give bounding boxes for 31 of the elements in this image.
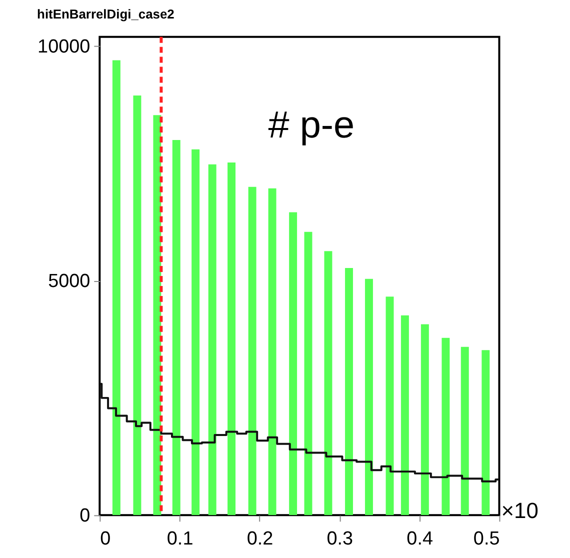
bar [364,278,373,516]
bar [460,346,469,516]
x-tick-label: 0.3 [326,528,354,550]
bar [133,95,142,516]
bar [228,162,236,516]
chart-title: hitEnBarrelDigi_case2 [37,6,174,22]
y-tick-label: 0 [80,506,90,527]
text: ×10 [501,498,538,524]
bar [289,212,298,516]
x-tick-label: 0.5 [473,528,500,550]
bar [208,164,216,516]
x-tick-label: 0.1 [166,528,194,550]
bar [304,232,312,516]
x-tick-label: 0.2 [246,528,274,550]
bar [192,149,200,516]
bar [248,186,256,516]
bar [482,350,490,516]
bar [420,324,429,516]
x-tick-label: 0 [100,528,111,550]
bar [442,338,450,516]
bar [324,251,332,516]
annotation: # p-e [268,104,355,146]
x-tick-label: 0.4 [406,528,433,550]
bar [400,315,409,516]
bar [172,140,180,516]
bar [112,60,120,516]
bar [268,188,276,516]
y-tick-label: 5000 [48,271,90,292]
y-tick-label: 10000 [38,36,90,58]
bar [386,296,394,516]
bar [345,268,353,516]
